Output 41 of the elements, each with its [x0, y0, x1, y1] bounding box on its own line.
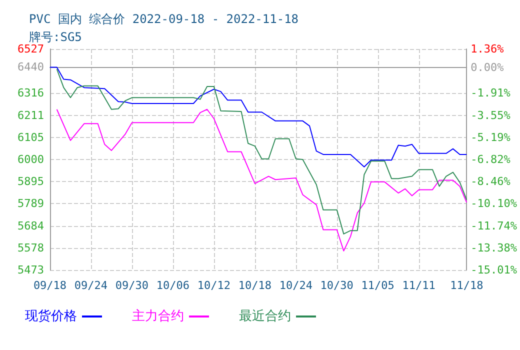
line-series: [56, 68, 468, 234]
x-tick-label: 11/05: [361, 279, 394, 292]
y-tick-label: 6105: [18, 130, 44, 144]
y2-tick-label: -5.19%: [470, 130, 511, 144]
x-tick-label: 11/18: [450, 279, 484, 292]
chart-subtitle: 牌号:SG5: [29, 30, 82, 44]
x-tick-label: 11/11: [402, 279, 436, 292]
y2-tick-label: -15.01%: [470, 264, 518, 276]
line-series: [50, 66, 468, 168]
x-tick-label: 10/18: [238, 279, 272, 292]
x-tick-label: 10/24: [279, 279, 313, 292]
x-tick-label: 10/06: [156, 279, 190, 292]
y-tick-label: 5578: [18, 241, 44, 254]
y-tick-label: 6000: [18, 153, 44, 166]
y2-tick-label: -13.38%: [470, 241, 518, 254]
y-tick-label: 6211: [18, 108, 44, 122]
y-tick-label: 5895: [18, 175, 44, 188]
x-tick-label: 09/24: [74, 279, 108, 292]
y-tick-label: 6316: [18, 86, 44, 100]
y-tick-label: 6440: [18, 60, 44, 74]
y2-tick-label: 1.36%: [470, 42, 504, 56]
y-tick-label: 5473: [18, 264, 44, 276]
y-tick-label: 6527: [18, 42, 44, 56]
legend-label: 主力合约: [132, 308, 184, 324]
y2-tick-label: -3.55%: [470, 108, 511, 122]
x-tick-label: 10/12: [197, 279, 230, 292]
x-tick-label: 09/18: [33, 279, 67, 292]
y2-tick-label: -1.91%: [470, 86, 511, 100]
x-tick-label: 09/30: [115, 279, 149, 292]
line-series: [56, 108, 468, 252]
chart-title: PVC 国内 综合价 2022-09-18 - 2022-11-18: [29, 12, 299, 26]
legend-label: 最近合约: [239, 309, 291, 324]
y2-tick-label: -8.46%: [470, 175, 511, 188]
y2-tick-label: -6.82%: [470, 152, 511, 166]
y-tick-label: 5684: [18, 219, 44, 232]
y2-tick-label: 0.00%: [470, 60, 504, 74]
y2-tick-label: -10.10%: [470, 197, 518, 210]
y-tick-label: 5789: [18, 197, 44, 210]
legend-label: 现货价格: [25, 309, 77, 324]
x-tick-label: 10/30: [320, 279, 354, 292]
y2-tick-label: -11.74%: [470, 219, 518, 232]
